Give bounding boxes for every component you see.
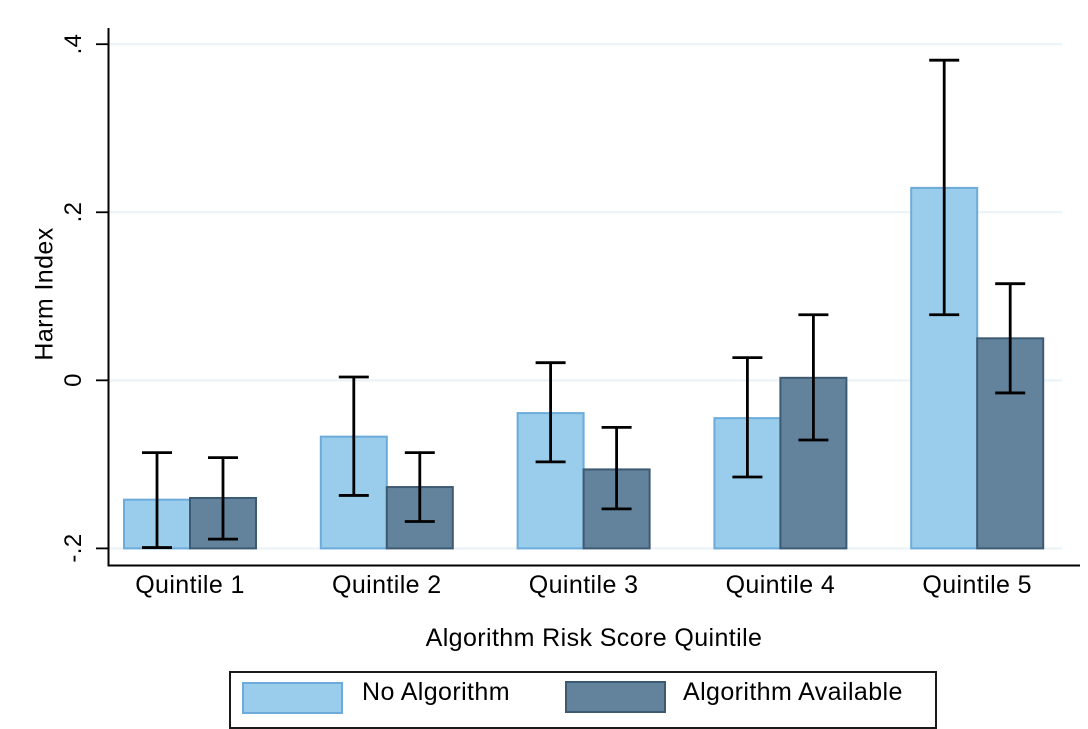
y-axis-title: Harm Index [30, 227, 59, 361]
legend: No Algorithm Algorithm Available [229, 671, 937, 729]
x-category-label: Quintile 3 [528, 571, 639, 599]
legend-label-algorithm-available: Algorithm Available [683, 678, 903, 706]
legend-swatch-algorithm-available [565, 681, 666, 713]
plot-area [96, 28, 1080, 567]
x-category-label: Quintile 1 [135, 571, 245, 599]
legend-label-no-algorithm: No Algorithm [362, 678, 510, 706]
legend-swatch-no-algorithm [242, 682, 343, 714]
y-tick-label: .2 [60, 201, 87, 223]
y-tick-label: 0 [60, 373, 87, 388]
y-tick-label: -.2 [60, 533, 87, 563]
x-category-label: Quintile 4 [725, 571, 836, 599]
y-tick-label: .4 [60, 33, 87, 55]
x-category-label: Quintile 2 [331, 571, 442, 599]
harm-index-chart: Harm Index .4 .2 0 -.2 Quintile 1 Quintile 2… [30, 28, 1080, 729]
x-category-label: Quintile 5 [922, 571, 1032, 599]
x-axis-title: Algorithm Risk Score Quintile [425, 624, 763, 652]
